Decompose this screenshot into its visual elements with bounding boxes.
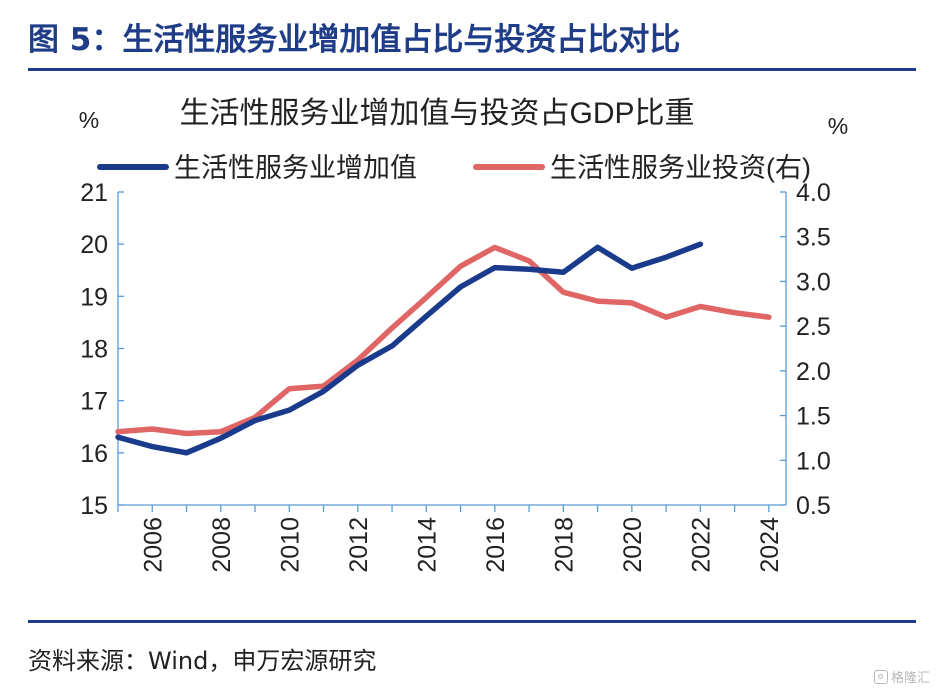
series-layer — [115, 241, 772, 456]
y-right-tick-label: 1.0 — [796, 447, 831, 475]
y-right-tick-label: 1.5 — [796, 403, 831, 431]
y-right-tick-label: 3.5 — [796, 224, 831, 252]
y-axis-left-unit: % — [79, 107, 99, 133]
legend: 生活性服务业增加值 生活性服务业投资(右) — [97, 153, 811, 183]
axes: 15 16 17 18 19 20 21 0.5 1.0 1.5 2.0 2.5 3.0 3.5 4.0 20… — [80, 179, 831, 573]
source-rule — [28, 620, 916, 623]
y-right-tick-label: 4.0 — [796, 179, 831, 207]
y-left-tick-label: 21 — [80, 179, 108, 207]
y-right-tick-label: 3.0 — [796, 268, 831, 296]
series-line-value-added — [115, 241, 704, 456]
x-tick-label: 2018 — [550, 517, 578, 573]
source-note: 资料来源：Wind，申万宏源研究 — [28, 647, 377, 675]
watermark-logo-icon — [873, 669, 888, 684]
x-tick-label: 2016 — [482, 517, 510, 573]
legend-label-value-added: 生活性服务业增加值 — [174, 153, 417, 183]
y-left-tick-label: 20 — [80, 231, 108, 259]
x-tick-label: 2014 — [413, 517, 441, 573]
y-axis-right-unit: % — [828, 113, 848, 139]
y-right-tick-label: 2.0 — [796, 358, 831, 386]
watermark-text: 格隆汇 — [890, 671, 930, 686]
y-right-tick-label: 0.5 — [796, 492, 831, 520]
y-left-tick-label: 19 — [80, 283, 108, 311]
y-right-tick-label: 2.5 — [796, 313, 831, 341]
x-tick-label: 2006 — [139, 517, 167, 573]
figure-title: 图 5：生活性服务业增加值占比与投资占比对比 — [28, 22, 681, 58]
y-left-tick-label: 15 — [80, 492, 108, 520]
y-left-tick-label: 16 — [80, 440, 108, 468]
y-left-tick-label: 18 — [80, 336, 108, 364]
x-tick-label: 2020 — [619, 517, 647, 573]
x-tick-label: 2022 — [687, 517, 715, 573]
y-left-tick-label: 17 — [80, 388, 108, 416]
x-tick-label: 2012 — [345, 517, 373, 573]
x-tick-label: 2010 — [276, 517, 304, 573]
series-line-investment — [115, 244, 772, 437]
x-tick-label: 2024 — [756, 517, 784, 573]
legend-label-investment: 生活性服务业投资(右) — [550, 153, 811, 183]
title-rule — [28, 68, 916, 71]
chart-title: 生活性服务业增加值与投资占GDP比重 — [179, 97, 694, 130]
watermark: 格隆汇 — [873, 667, 930, 686]
x-tick-label: 2008 — [208, 517, 236, 573]
